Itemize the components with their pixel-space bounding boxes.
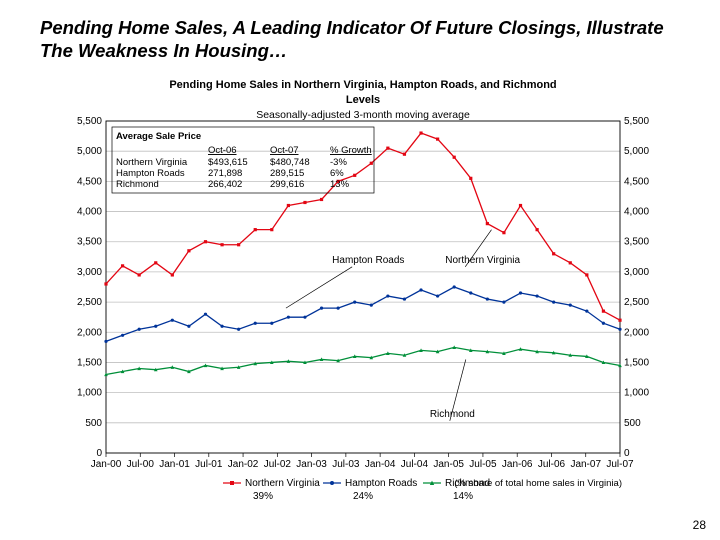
svg-text:Northern Virginia: Northern Virginia: [116, 157, 188, 168]
svg-text:500: 500: [624, 418, 641, 429]
svg-text:4,500: 4,500: [624, 176, 649, 187]
svg-text:(% share of total home sales i: (% share of total home sales in Virginia…: [454, 478, 622, 489]
svg-text:Jul-06: Jul-06: [538, 459, 566, 470]
svg-text:Jan-07: Jan-07: [570, 459, 601, 470]
svg-text:Jan-05: Jan-05: [433, 459, 464, 470]
svg-text:3,500: 3,500: [77, 237, 102, 248]
svg-text:Jan-02: Jan-02: [228, 459, 259, 470]
svg-text:Jan-00: Jan-00: [91, 459, 122, 470]
svg-text:14%: 14%: [453, 491, 473, 502]
svg-text:271,898: 271,898: [208, 168, 242, 179]
svg-text:4,000: 4,000: [624, 207, 649, 218]
svg-text:5,500: 5,500: [77, 116, 102, 127]
svg-text:Jul-04: Jul-04: [401, 459, 429, 470]
svg-text:5,000: 5,000: [77, 146, 102, 157]
svg-text:39%: 39%: [253, 491, 273, 502]
svg-text:Oct-06: Oct-06: [208, 145, 237, 156]
slide-title: Pending Home Sales, A Leading Indicator …: [0, 0, 720, 66]
svg-text:Jul-05: Jul-05: [469, 459, 497, 470]
svg-text:Jan-04: Jan-04: [365, 459, 396, 470]
svg-text:4,000: 4,000: [77, 207, 102, 218]
svg-text:4,500: 4,500: [77, 176, 102, 187]
chart-svg: 0 0 500 500 1,000 1,000 1,500 1,500 2,000 2,000 2,…: [68, 115, 658, 515]
svg-text:Jan-03: Jan-03: [296, 459, 327, 470]
svg-text:Oct-07: Oct-07: [270, 145, 299, 156]
svg-text:% Growth: % Growth: [330, 145, 372, 156]
svg-text:Jan-01: Jan-01: [159, 459, 190, 470]
svg-text:Jul-02: Jul-02: [264, 459, 292, 470]
svg-text:13%: 13%: [330, 179, 350, 190]
svg-text:Hampton Roads: Hampton Roads: [116, 168, 185, 179]
svg-text:Jul-01: Jul-01: [195, 459, 223, 470]
svg-text:Richmond: Richmond: [116, 179, 159, 190]
chart-title-2: Levels: [68, 93, 658, 108]
svg-text:3,000: 3,000: [77, 267, 102, 278]
svg-text:Hampton Roads: Hampton Roads: [345, 478, 417, 489]
svg-text:$493,615: $493,615: [208, 157, 248, 168]
svg-text:289,515: 289,515: [270, 168, 304, 179]
svg-text:Jul-00: Jul-00: [127, 459, 155, 470]
svg-text:266,402: 266,402: [208, 179, 242, 190]
svg-text:2,000: 2,000: [624, 327, 649, 338]
svg-text:2,500: 2,500: [624, 297, 649, 308]
svg-text:5,000: 5,000: [624, 146, 649, 157]
svg-text:2,000: 2,000: [77, 327, 102, 338]
svg-text:2,500: 2,500: [77, 297, 102, 308]
svg-text:6%: 6%: [330, 168, 344, 179]
chart-title-1: Pending Home Sales in Northern Virginia,…: [68, 78, 658, 93]
svg-text:Richmond: Richmond: [430, 409, 475, 420]
svg-text:-3%: -3%: [330, 157, 347, 168]
svg-text:24%: 24%: [353, 491, 373, 502]
svg-text:1,000: 1,000: [77, 388, 102, 399]
svg-text:3,500: 3,500: [624, 237, 649, 248]
svg-text:Northern Virginia: Northern Virginia: [445, 255, 520, 266]
svg-text:Jul-07: Jul-07: [606, 459, 634, 470]
svg-text:Hampton Roads: Hampton Roads: [332, 255, 404, 266]
svg-text:$480,748: $480,748: [270, 157, 310, 168]
svg-text:0: 0: [624, 448, 630, 459]
svg-text:1,500: 1,500: [77, 357, 102, 368]
svg-text:0: 0: [96, 448, 102, 459]
svg-text:299,616: 299,616: [270, 179, 304, 190]
svg-text:Jan-06: Jan-06: [502, 459, 533, 470]
svg-text:Average Sale Price: Average Sale Price: [116, 131, 201, 142]
svg-text:Jul-03: Jul-03: [332, 459, 360, 470]
chart-area: 0 0 500 500 1,000 1,000 1,500 1,500 2,000 2,000 2,…: [68, 115, 658, 515]
svg-text:1,500: 1,500: [624, 357, 649, 368]
svg-text:3,000: 3,000: [624, 267, 649, 278]
svg-text:Northern Virginia: Northern Virginia: [245, 478, 320, 489]
page-number: 28: [693, 518, 706, 532]
svg-text:500: 500: [85, 418, 102, 429]
svg-text:1,000: 1,000: [624, 388, 649, 399]
svg-text:5,500: 5,500: [624, 116, 649, 127]
